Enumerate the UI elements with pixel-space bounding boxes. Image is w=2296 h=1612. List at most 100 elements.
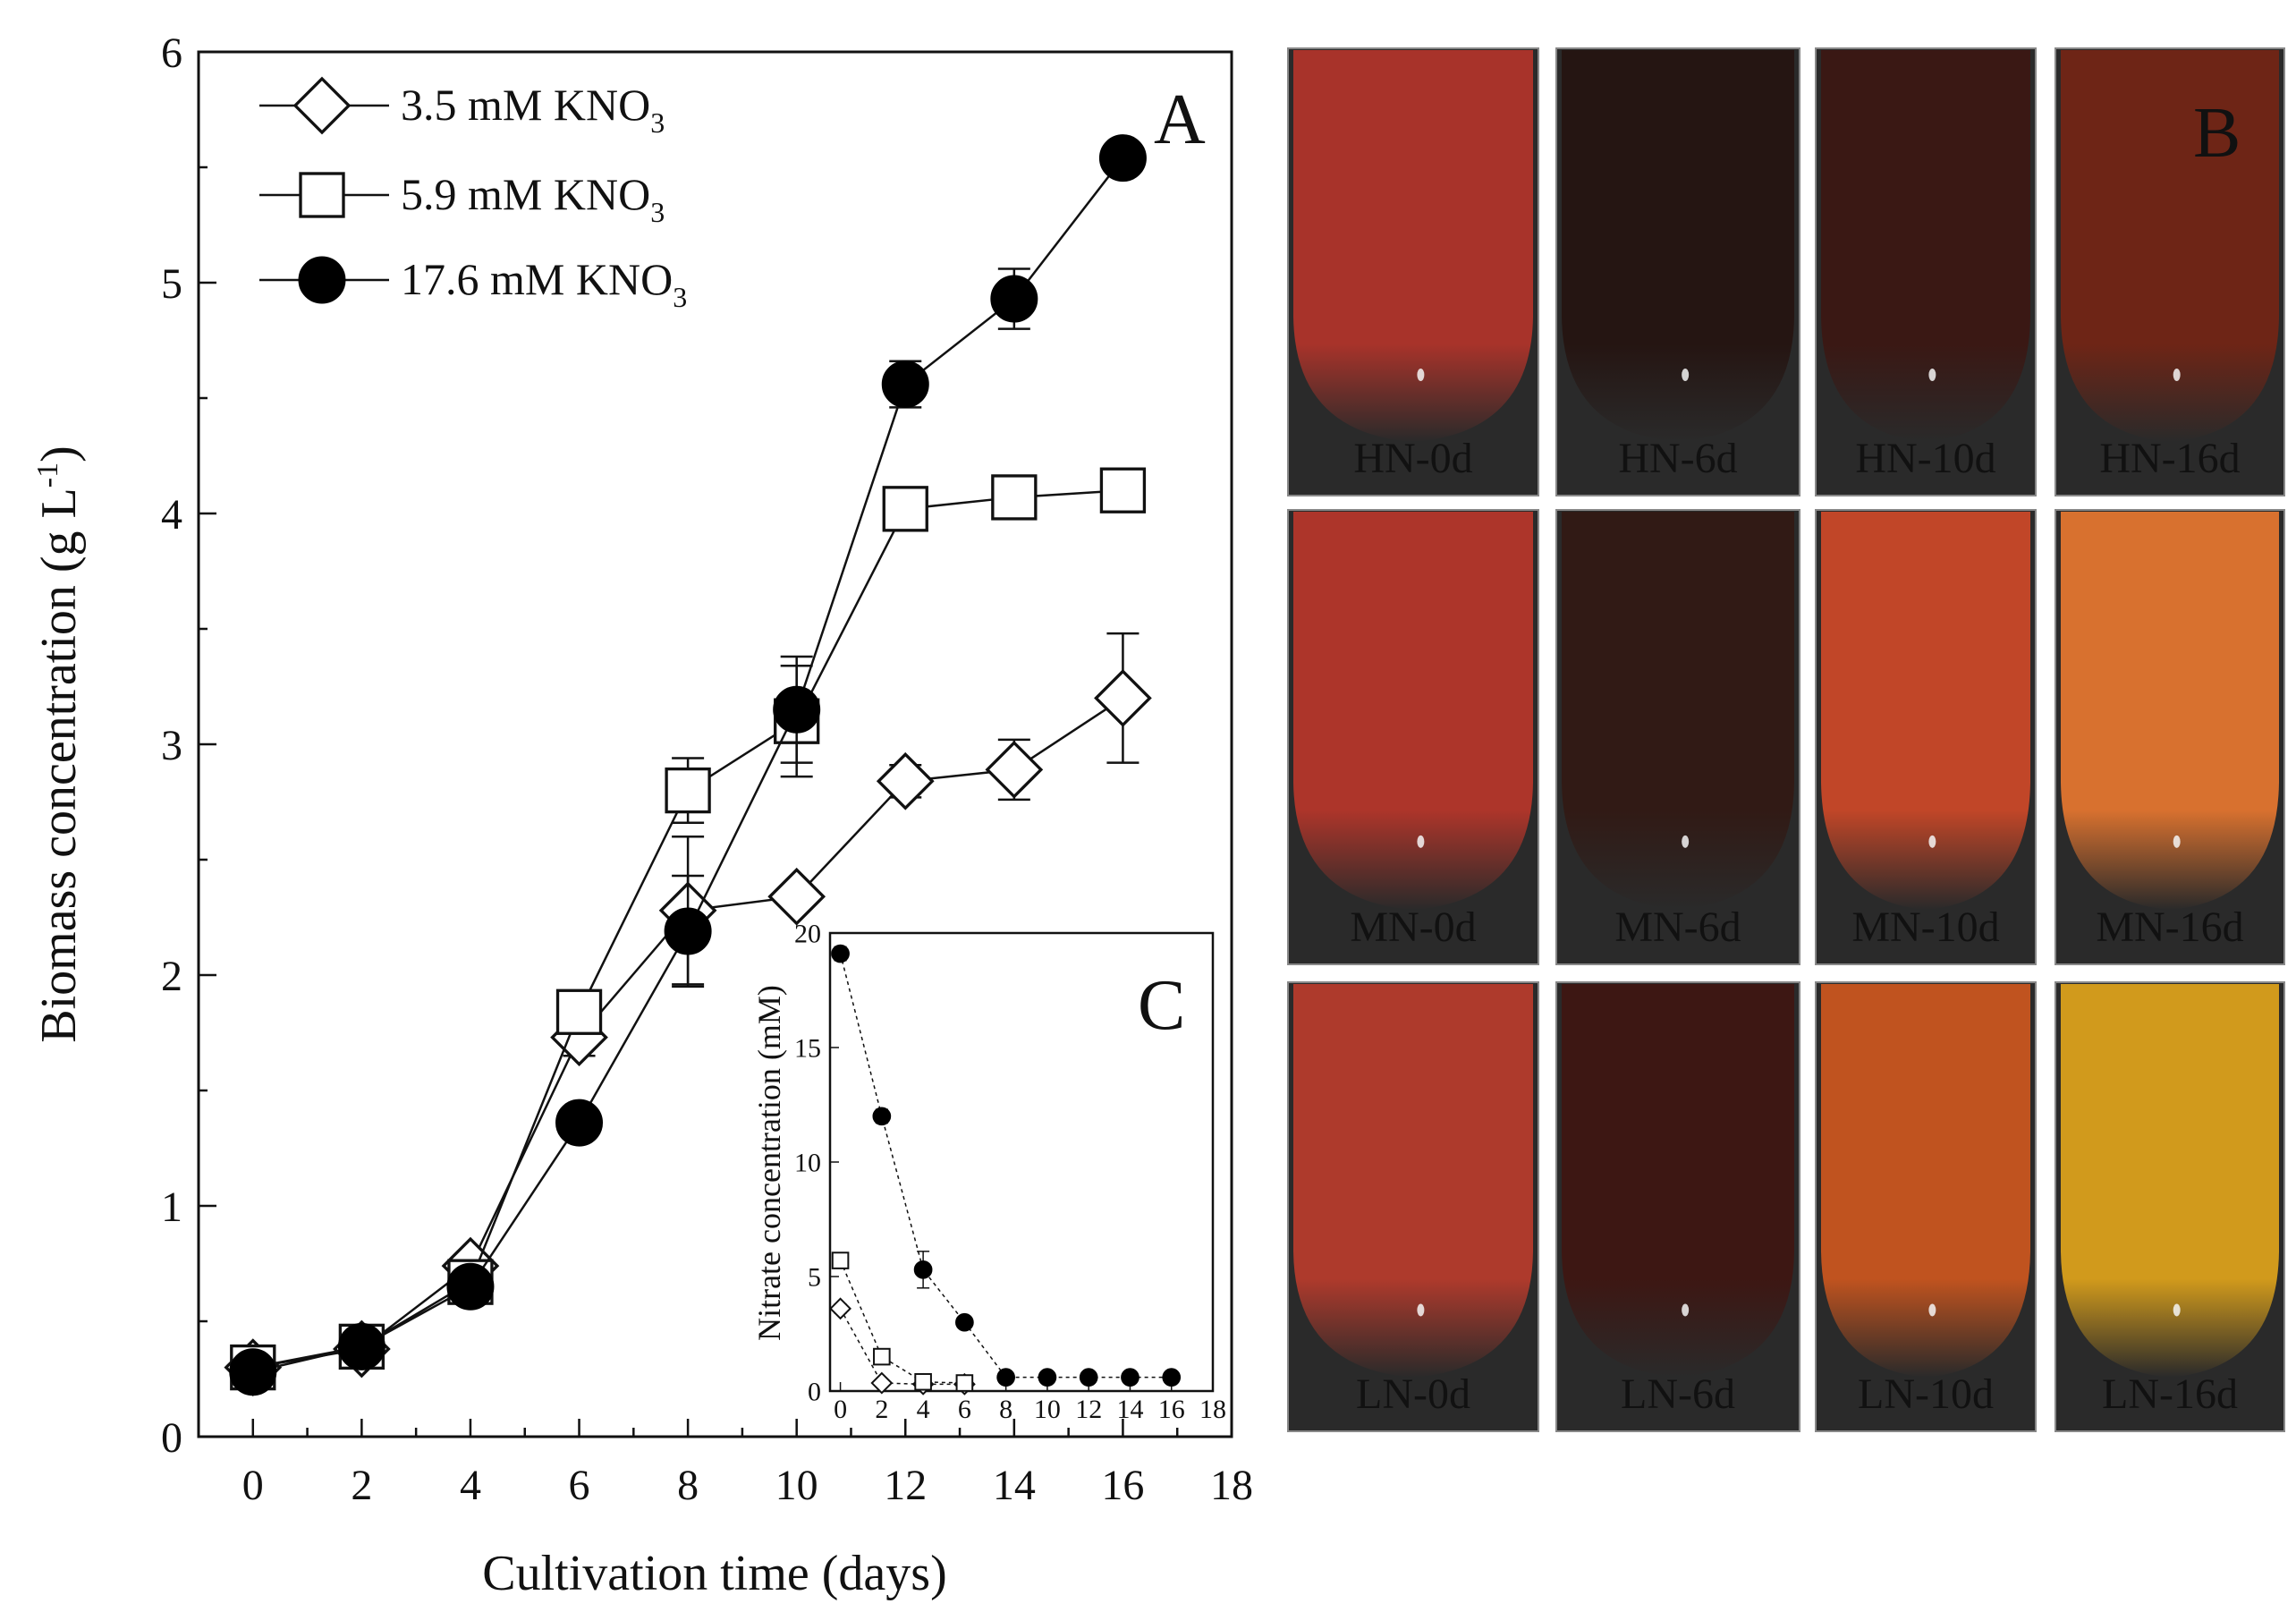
inset-y-axis-title: Nitrate concentration (mM) [751,985,787,1341]
data-point [955,1312,974,1332]
y-tick-label: 2 [161,953,182,1000]
data-point [955,1374,974,1392]
x-tick-label: 2 [351,1462,372,1509]
light-reflection [1682,369,1690,381]
y-axis-title: Biomass concentration (g L-1) [31,445,87,1043]
data-point [829,1297,851,1320]
x-tick-label: 6 [569,1462,590,1509]
x-tick-label: 8 [677,1462,699,1509]
culture-photo: LN-6d [1555,981,1800,1432]
inset-background [823,933,1213,1391]
culture-photo: HN-16d [2055,47,2285,496]
x-tick-label: 0 [242,1462,264,1509]
data-point [555,1099,604,1147]
culture-photo: MN-0d [1287,509,1539,965]
data-point [773,685,821,734]
panel-letter-b: B [2193,94,2241,173]
legend: 3.5 mM KNO3 5.9 mM KNO3 17.6 mM KNO3 [259,76,687,313]
y-tick-label: 0 [808,1378,821,1407]
culture-tube [1293,984,1533,1378]
y-tick-label: 0 [161,1414,182,1462]
x-tick-label: 18 [1199,1395,1226,1424]
data-point [882,486,928,532]
light-reflection [1417,835,1425,848]
legend-item: 3.5 mM KNO3 [259,76,665,139]
culture-tube [2061,512,2279,911]
data-point [870,1371,894,1395]
y-tick-label: 1 [161,1184,182,1231]
data-point [1098,134,1147,182]
culture-photo: MN-16d [2055,509,2285,965]
y-tick-label: 10 [794,1149,821,1178]
x-tick-label: 18 [1210,1462,1253,1509]
light-reflection [2173,1303,2181,1317]
data-point [767,867,826,926]
legend-marker [292,76,352,135]
x-tick-label: 8 [999,1395,1012,1424]
culture-photo: HN-6d [1555,47,1800,496]
x-tick-label: 10 [1034,1395,1061,1424]
data-point [229,1348,277,1396]
photo-label: LN-6d [1621,1370,1735,1418]
culture-tube [1293,512,1533,911]
light-reflection [1417,369,1425,381]
culture-photo: LN-0d [1287,981,1539,1432]
data-point [990,275,1038,323]
culture-photo: MN-6d [1555,509,1800,965]
series-line [839,953,1172,1379]
culture-tube [2061,984,2279,1378]
data-point [1038,1368,1057,1387]
data-point [914,1372,932,1391]
culture-photo: LN-10d [1815,981,2037,1432]
panel-letter-a: A [1154,81,1206,159]
series-2 [229,134,1147,1396]
y-tick-label: 20 [794,920,821,949]
light-reflection [1928,835,1936,848]
culture-photo: HN-10d [1815,47,2037,496]
legend-label: 5.9 mM KNO3 [401,169,665,228]
data-point [873,1347,891,1366]
photo-label: MN-16d [2096,904,2243,951]
culture-tube [1562,50,1794,442]
y-tick-label: 5 [808,1263,821,1293]
x-tick-label: 16 [1158,1395,1185,1424]
culture-tube [1562,984,1794,1378]
culture-tube [1821,512,2030,911]
series-line [839,1260,965,1384]
photo-label: LN-10d [1858,1370,1994,1418]
light-reflection [1928,1303,1936,1317]
light-reflection [1682,1303,1690,1317]
x-tick-label: 10 [775,1462,818,1509]
data-point [985,741,1044,799]
series-2 [831,944,1182,1387]
tick-marks [199,50,1233,1438]
data-point [337,1322,385,1370]
x-tick-label: 2 [875,1395,888,1424]
culture-tube [1821,50,2030,442]
data-point [1162,1368,1182,1387]
data-point [831,944,850,963]
data-point [831,1251,850,1269]
light-reflection [2173,369,2181,381]
photo-label: HN-10d [1855,435,1995,482]
photo-label: HN-0d [1353,435,1472,482]
light-reflection [1417,1303,1425,1317]
x-tick-label: 4 [460,1462,481,1509]
legend-item: 5.9 mM KNO3 [259,169,665,228]
culture-tube [2061,50,2279,442]
series-1 [831,1251,974,1392]
data-point [555,988,603,1035]
x-tick-label: 0 [834,1395,847,1424]
legend-label: 17.6 mM KNO3 [401,254,687,313]
x-tick-label: 16 [1101,1462,1144,1509]
light-reflection [1928,369,1936,381]
data-point [1121,1368,1140,1387]
y-tick-label: 4 [161,491,182,539]
culture-tube [1293,50,1533,442]
data-point [991,474,1038,521]
y-tick-label: 6 [161,30,182,77]
